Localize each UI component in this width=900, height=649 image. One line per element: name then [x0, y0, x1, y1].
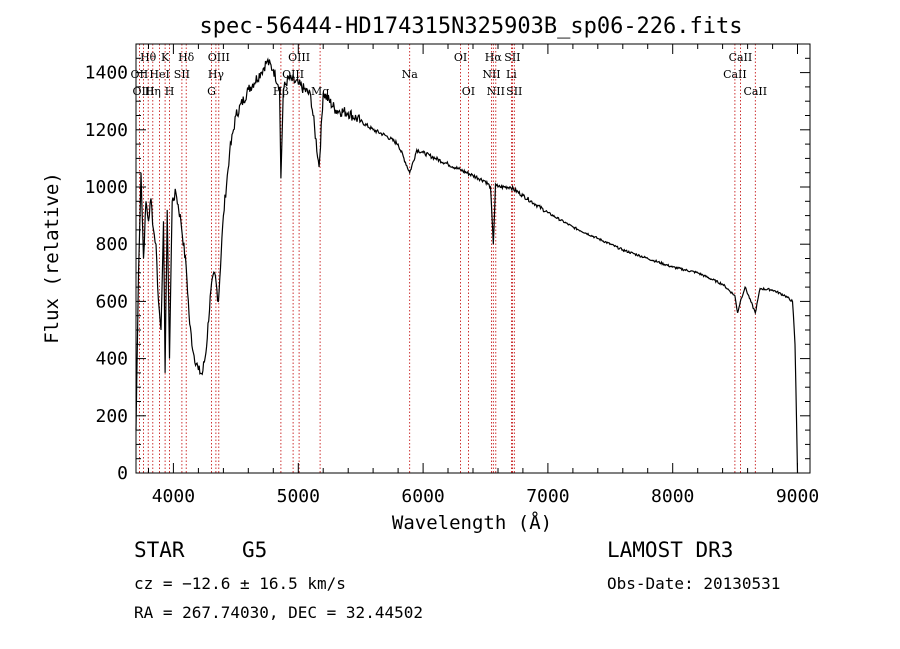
x-axis-label: Wavelength (Å) — [392, 511, 552, 534]
x-tick-label: 9000 — [776, 486, 819, 507]
spectral-line-label: OIII — [288, 51, 310, 64]
y-tick-label: 400 — [95, 349, 128, 370]
spectral-line-label: Hδ — [178, 51, 195, 64]
obs-date: Obs-Date: 20130531 — [607, 574, 781, 593]
spectrum-series-line — [135, 57, 799, 474]
y-tick-label: 1200 — [85, 120, 128, 141]
spectral-line-label: Mg — [311, 85, 329, 98]
spectral-line-label: OIII — [132, 85, 154, 98]
spectral-line-label: NII — [487, 85, 505, 98]
spectral-line-label: OIII — [208, 51, 230, 64]
x-tick-label: 8000 — [651, 486, 694, 507]
redshift-readout: cz = −12.6 ± 16.5 km/s — [134, 574, 346, 593]
y-tick-label: 800 — [95, 234, 128, 255]
object-class: STAR — [134, 538, 185, 562]
spectral-line-label: Hα — [485, 51, 503, 64]
spectral-line-label: OIII — [282, 68, 304, 81]
y-tick-label: 0 — [117, 463, 128, 484]
spectral-line-label: HeI — [149, 68, 169, 81]
plot-frame — [135, 43, 811, 474]
spectral-line-label: Hθ — [140, 51, 157, 64]
spectral-subclass: G5 — [242, 538, 268, 562]
survey-name: LAMOST DR3 — [607, 538, 734, 562]
chart-title: spec-56444-HD174315N325903B_sp06-226.fit… — [199, 14, 742, 39]
spectral-line-label: Hβ — [273, 85, 289, 98]
y-tick-label: 600 — [95, 291, 128, 312]
spectral-line-label: CaII — [743, 85, 767, 98]
spectral-line-label: OI — [462, 85, 475, 98]
y-tick-label: 1400 — [85, 63, 128, 84]
y-tick-label: 200 — [95, 406, 128, 427]
x-tick-label: 5000 — [277, 486, 320, 507]
coordinates: RA = 267.74030, DEC = 32.44502 — [134, 603, 423, 622]
x-tick-label: 4000 — [152, 486, 195, 507]
spectral-line-label: SII — [504, 51, 520, 64]
spectral-line-label: Hγ — [208, 68, 225, 81]
x-tick-label: 7000 — [526, 486, 569, 507]
spectral-line-label: SII — [174, 68, 190, 81]
spectral-line-label: OII — [131, 68, 149, 81]
spectral-line-label: CaII — [723, 68, 747, 81]
spectral-line-label: SII — [506, 85, 522, 98]
y-axis-label: Flux (relative) — [41, 172, 63, 344]
spectral-line-label: H — [165, 85, 175, 98]
spectral-line-label: Na — [402, 68, 419, 81]
spectral-line-label: K — [161, 51, 170, 64]
spectral-line-label: CaII — [729, 51, 753, 64]
x-tick-label: 6000 — [401, 486, 444, 507]
spectral-line-label: NII — [482, 68, 500, 81]
spectral-line-label: Hη — [145, 85, 161, 98]
spectral-line-label: OI — [454, 51, 467, 64]
y-tick-label: 1000 — [85, 177, 128, 198]
spectral-line-label: Li — [506, 68, 517, 81]
spectral-line-label: G — [207, 85, 216, 98]
